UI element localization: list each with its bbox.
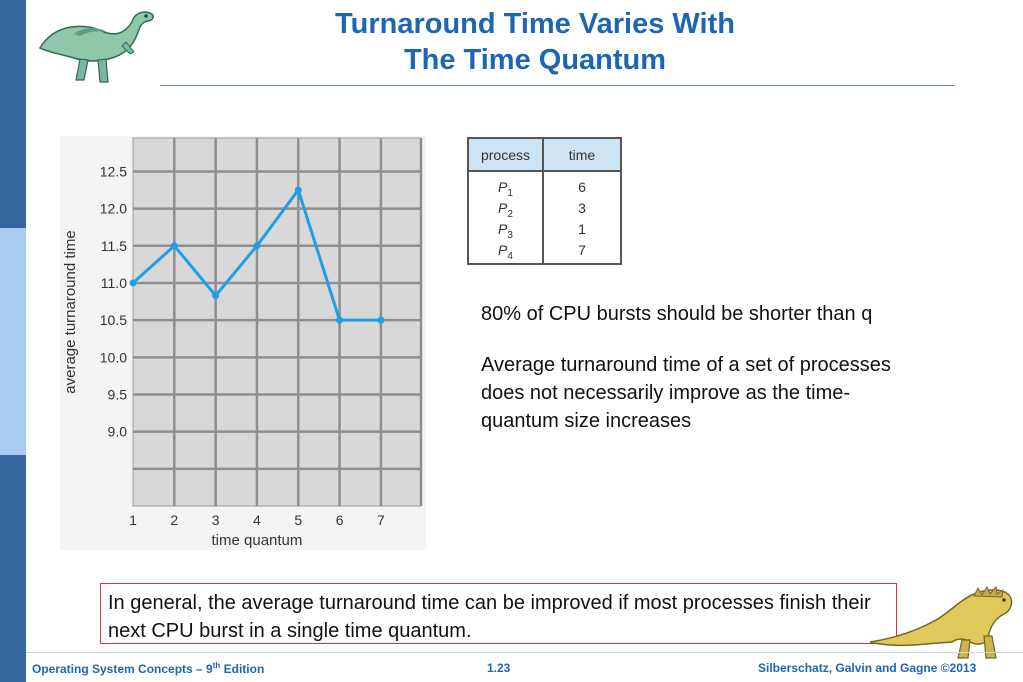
slide-title: Turnaround Time Varies With The Time Qua… [160,6,910,78]
data-point [294,186,302,194]
y-tick-label: 10.0 [100,349,127,365]
side-bar-middle [0,228,26,455]
y-tick-label: 10.5 [100,312,127,328]
time-column: 6 3 1 7 [544,172,620,265]
x-axis-label: time quantum [212,532,303,549]
data-point [253,242,261,250]
summary-callout: In general, the average turnaround time … [100,583,897,644]
y-tick-label: 11.5 [101,238,127,254]
process-table-header: process time [469,139,620,172]
bullet-text: 80% of CPU bursts should be shorter than… [481,300,921,458]
process-table: process time P1 P2 P3 P4 6 3 1 7 [467,137,622,265]
footer-divider [26,652,1023,653]
y-tick-label: 11.0 [101,275,127,291]
y-tick-label: 12.5 [100,163,127,179]
x-tick-label: 2 [170,512,178,528]
data-point [129,279,137,287]
x-tick-label: 1 [129,512,137,528]
bullet-2: Average turnaround time of a set of proc… [481,354,891,432]
data-point [212,292,220,300]
data-point [377,316,385,324]
side-bar-bottom [0,455,26,682]
time-cell: 1 [578,221,586,237]
process-cell: P2 [498,200,513,220]
title-line-1: Turnaround Time Varies With [335,8,735,40]
x-tick-label: 7 [377,512,385,528]
side-bar-top [0,0,26,228]
footer-book-title: Operating System Concepts – 9th Edition [32,661,265,676]
time-cell: 6 [578,179,586,195]
time-cell: 3 [578,200,586,216]
process-cell: P1 [498,179,513,199]
y-tick-label: 9.5 [108,386,128,402]
x-tick-label: 4 [253,512,261,528]
title-line-2: The Time Quantum [403,44,667,76]
process-column: P1 P2 P3 P4 [469,172,544,265]
dinosaur-footer-icon [869,585,1013,659]
data-point [170,242,178,250]
turnaround-line-chart: 12.5 12.0 11.5 11.0 10.5 10.0 9.5 9.0 1 2 3 4 5 6 7 tim… [60,136,426,550]
header-time: time [568,146,596,163]
process-table-body: P1 P2 P3 P4 6 3 1 7 [469,172,620,265]
title-divider [160,85,955,86]
header-process: process [469,139,544,170]
plot-area [132,137,422,507]
y-axis-label: average turnaround time [62,230,79,393]
x-tick-label: 6 [336,512,344,528]
bullet-1: 80% of CPU bursts should be shorter than… [481,303,873,325]
time-cell: 7 [578,242,586,258]
x-tick-label: 3 [212,512,220,528]
dinosaur-logo-icon [38,11,154,83]
process-cell: P4 [498,242,513,262]
footer-page-number: 1.23 [487,661,511,675]
x-tick-label: 5 [294,512,302,528]
data-point [336,316,344,324]
y-tick-label: 9.0 [108,424,128,440]
y-tick-label: 12.0 [100,201,127,217]
process-cell: P3 [498,221,513,241]
footer-copyright: Silberschatz, Galvin and Gagne ©2013 [758,661,977,675]
